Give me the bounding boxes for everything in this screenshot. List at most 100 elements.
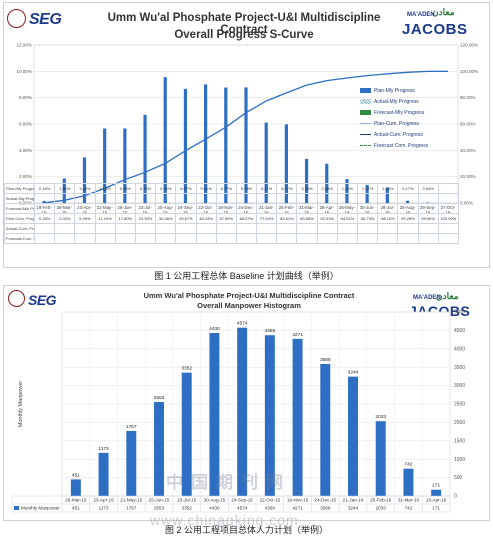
chart1-table-cell — [316, 193, 338, 204]
chart1-table-cell: 96.73% — [356, 213, 379, 224]
chart2-bar — [403, 468, 414, 496]
chart1-y-left-tick: 6.00% — [19, 122, 32, 127]
chart2-data-label: 742 — [404, 462, 412, 468]
chart1-table-cell — [276, 203, 298, 214]
chart2-subtitle: Overall Manpower Histogram — [197, 301, 301, 310]
chart1-table-cell — [235, 193, 258, 204]
chart1-table-row-label: Forecast-Mly Progress — [4, 203, 35, 214]
chart2-x-tick: 25-Feb-16 — [370, 498, 392, 503]
chart1-y-right-tick: 60.00% — [460, 122, 476, 127]
chart2-x-tick: 23-Apr-15 — [93, 498, 114, 503]
chart2-bar — [292, 338, 303, 496]
chart1-table-cell — [437, 203, 459, 214]
chart1-table-cell — [316, 223, 338, 234]
chart2-y-tick: 2500 — [454, 402, 465, 408]
chart2-bar — [375, 421, 386, 496]
chart1-table-cell — [134, 203, 157, 214]
chart1-legend-label: Actual-Cum. Progress — [374, 131, 423, 138]
chart1-table-cell: 8.67% — [175, 183, 197, 194]
chart1-table-cell — [377, 233, 399, 244]
chart1-table-cell — [235, 203, 258, 214]
chart2-table-value: 451 — [72, 506, 80, 511]
chart2-bar — [154, 402, 164, 496]
chart1-table-cell — [195, 223, 217, 234]
chart1-table-row-label: Plan-Cum. Progress — [4, 213, 35, 224]
chart2-title: Umm Wu'al Phosphate Project-U&I Multidis… — [143, 291, 355, 300]
chart2-table-value: 4271 — [292, 506, 303, 511]
chart1-bar — [304, 158, 309, 203]
chart1-table-cell: 39.67% — [175, 213, 197, 224]
chart1-title: Umm Wu'al Phosphate Project-U&I Multidis… — [107, 12, 381, 36]
maaden-arabic-logo: معادن — [432, 7, 455, 17]
chart1-table-cell: 0.17% — [397, 183, 419, 194]
chart1-legend-item: Actual-Cum. Progress — [360, 129, 428, 140]
chart1-table-cell — [296, 233, 318, 244]
chart1-table-cell: 92.93% — [316, 213, 338, 224]
chart1-table-cell: 9.01% — [195, 183, 217, 194]
chart1-table-cell — [94, 193, 116, 204]
chart1-table-cell: 0.04% — [417, 183, 439, 194]
chart1-table-cell — [276, 223, 298, 234]
chart1-table-cell — [195, 193, 217, 204]
chart2-y-tick: 3500 — [454, 365, 465, 371]
chart1-table-cell — [74, 233, 96, 244]
chart1-table-cell — [356, 223, 379, 234]
chart1-table-cell: 2.98% — [316, 183, 338, 194]
chart1-legend-item: Actual-Mly Progress — [360, 96, 428, 107]
chart1-legend: Plan-Mly Progress Actual-Mly Progress Fore… — [360, 85, 428, 151]
chart1-table-cell — [377, 203, 399, 214]
chart1-y-left-tick: 12.00% — [16, 43, 32, 48]
chart1-bar — [123, 128, 127, 203]
chart1-table-cell: 68.57% — [235, 213, 258, 224]
chart1-bar — [163, 77, 167, 203]
chart1-table-cell — [215, 223, 237, 234]
chart1-y-right-tick: 40.00% — [460, 148, 476, 153]
chart1-table-cell: 17.80% — [114, 213, 136, 224]
chart2-x-tick: 23-Jul-15 — [177, 498, 197, 503]
chart1-y-right-tick: 20.00% — [460, 174, 476, 179]
chart1-table-cell — [175, 193, 197, 204]
chart1-table-cell — [215, 203, 237, 214]
chart2-bar — [264, 335, 275, 496]
figure1-caption: 图 1 公用工程总体 Baseline 计划曲线（举例） — [154, 271, 339, 281]
chart1-table-cell — [155, 203, 177, 214]
chart2-x-tick: 19-Nov-15 — [287, 498, 309, 503]
chart1-table-cell — [175, 223, 197, 234]
chart1-table-cell — [256, 193, 278, 204]
chart1-table-cell — [114, 223, 136, 234]
chart1-legend-item: Forecast Com. Progress — [360, 140, 428, 151]
chart1-table-cell — [336, 203, 359, 214]
chart1-table-cell: 3.46% — [74, 183, 96, 194]
chart2-data-label: 171 — [432, 483, 440, 489]
chart1-table-cell — [437, 233, 459, 244]
chart2-y-tick: 4000 — [454, 346, 465, 352]
chart1-legend-label: Forecast-Mly Progress — [374, 109, 425, 116]
chart1-table-cell — [114, 203, 136, 214]
chart2-y-tick: 2000 — [454, 420, 465, 426]
chart1-table-cell — [377, 223, 399, 234]
chart2-bar — [98, 452, 109, 496]
chart1-table-cell — [336, 223, 359, 234]
chart1-table-cell — [256, 203, 278, 214]
chart2-bar — [209, 332, 220, 496]
maaden-logo-2: MA'ADEN — [413, 295, 441, 301]
chart1-table-cell — [397, 223, 419, 234]
chart2-data-label: 4271 — [292, 332, 303, 338]
chart1-bar — [82, 157, 87, 203]
chart1-table-cell — [195, 203, 217, 214]
chart1-table-cell — [74, 193, 96, 204]
chart1-table-row-label: Plan-Mly Progress — [4, 183, 35, 194]
chart1-table-cell — [54, 233, 76, 244]
chart2-x-tick: 20-Aug-15 — [204, 498, 226, 503]
chart1-legend-label: Actual-Mly Progress — [374, 98, 419, 105]
chart1-table-cell — [417, 203, 439, 214]
chart1-table-cell: 94.91% — [336, 213, 359, 224]
chart1-table-cell — [134, 233, 157, 244]
chart1-table-cell: 8.78% — [235, 183, 258, 194]
s-curve-chart: 0.00% 2.00% 4.00% 6.00% 8.00% 10.00% 12.00% 0.0… — [16, 43, 478, 216]
chart1-table-cell: 11.10% — [94, 213, 116, 224]
chart1-table-cell — [94, 203, 116, 214]
chart2-y-axis-label: Monthly Manpower — [18, 381, 24, 428]
chart1-table-cell — [417, 193, 439, 204]
chart1-table-row-label: Actual-Cum. Progress — [4, 223, 35, 234]
